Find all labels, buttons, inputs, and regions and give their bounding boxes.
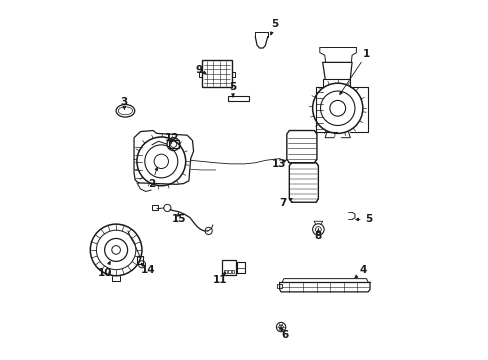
Text: 11: 11 (212, 275, 227, 285)
Bar (202, 60, 231, 87)
Text: 12: 12 (164, 133, 179, 143)
Bar (227, 270, 230, 273)
Bar (224, 270, 226, 273)
Text: 5: 5 (365, 215, 372, 224)
Text: 8: 8 (314, 231, 321, 240)
Bar (222, 260, 235, 275)
Text: 2: 2 (148, 179, 155, 189)
Bar (169, 140, 178, 148)
Text: 4: 4 (359, 265, 366, 275)
Text: 1: 1 (362, 49, 369, 59)
Bar (231, 270, 234, 273)
Text: 13: 13 (271, 159, 285, 169)
Text: 6: 6 (281, 330, 288, 340)
Text: 3: 3 (121, 97, 128, 107)
Bar (277, 284, 281, 288)
Text: 9: 9 (195, 64, 202, 75)
Text: 15: 15 (172, 215, 186, 224)
Text: 5: 5 (229, 82, 236, 93)
Text: 5: 5 (270, 19, 278, 29)
Bar (237, 262, 244, 273)
Bar (152, 205, 158, 211)
Text: 7: 7 (279, 198, 286, 208)
Bar (228, 96, 249, 101)
Text: 14: 14 (141, 265, 155, 275)
Text: 10: 10 (97, 267, 112, 278)
Bar (137, 256, 143, 264)
